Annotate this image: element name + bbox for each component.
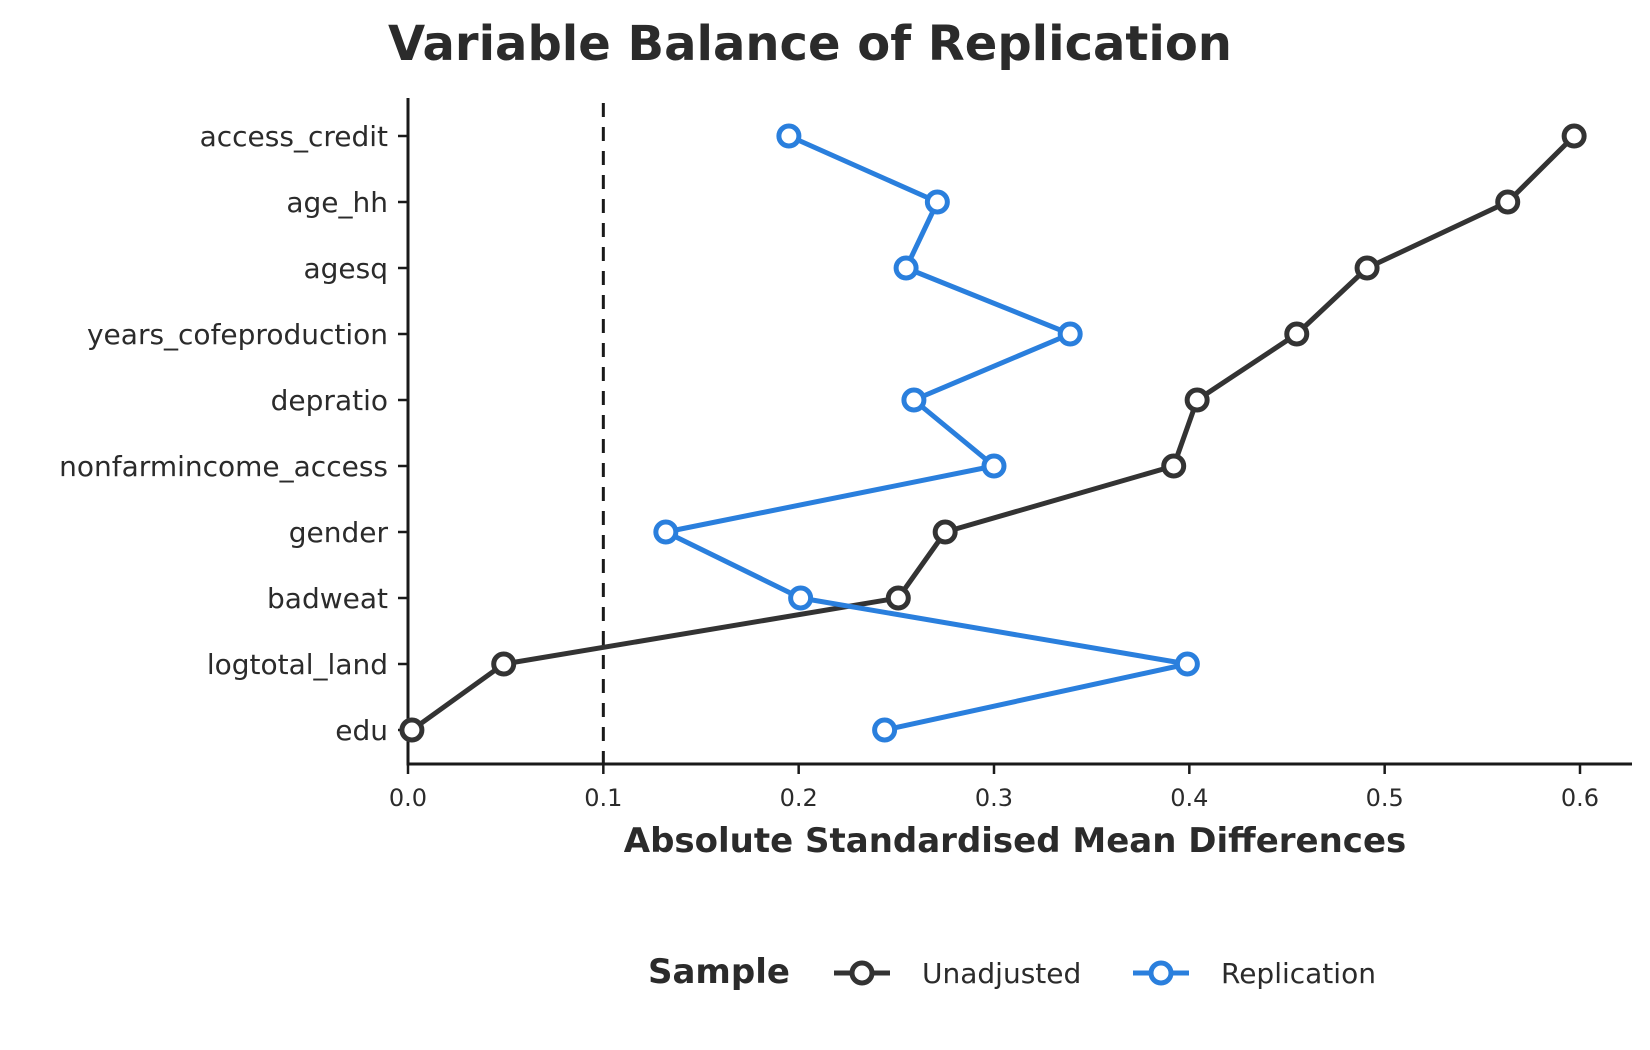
- data-point-unadjusted: [491, 651, 517, 677]
- legend: Sample Unadjusted Replication: [648, 952, 1376, 992]
- data-point-unadjusted: [1161, 453, 1187, 479]
- legend-key-point: [849, 960, 875, 986]
- data-point-replication: [1057, 321, 1083, 347]
- data-point-replication: [901, 387, 927, 413]
- x-tick-label: 0.6: [1561, 784, 1599, 812]
- data-point-unadjusted: [1184, 387, 1210, 413]
- y-tick-label: agesq: [303, 252, 388, 285]
- x-tick-label: 0.4: [1170, 784, 1208, 812]
- legend-title: Sample: [648, 952, 790, 992]
- y-tick-label: edu: [335, 714, 388, 747]
- legend-label-unadjusted: Unadjusted: [922, 957, 1081, 990]
- data-point-unadjusted: [1495, 189, 1521, 215]
- x-axis-label: Absolute Standardised Mean Differences: [624, 821, 1407, 861]
- y-tick-label: badweat: [267, 582, 388, 615]
- x-tick-label: 0.0: [389, 784, 427, 812]
- y-tick-label: nonfarmincome_access: [59, 450, 388, 483]
- data-point-replication: [981, 453, 1007, 479]
- data-point-unadjusted: [885, 585, 911, 611]
- data-point-replication: [924, 189, 950, 215]
- x-tick-label: 0.2: [780, 784, 818, 812]
- x-tick-label: 0.1: [584, 784, 622, 812]
- chart-title: Variable Balance of Replication: [388, 16, 1232, 72]
- data-point-unadjusted: [1561, 123, 1587, 149]
- x-tick-label: 0.3: [975, 784, 1013, 812]
- data-point-replication: [776, 123, 802, 149]
- data-point-replication: [788, 585, 814, 611]
- y-tick-label: years_cofeproduction: [87, 318, 388, 351]
- legend-label-replication: Replication: [1221, 957, 1376, 990]
- y-tick-label: gender: [289, 516, 389, 549]
- series-line-unadjusted: [410, 134, 1576, 733]
- data-point-replication: [872, 717, 898, 743]
- y-tick-label: logtotal_land: [207, 648, 388, 681]
- legend-key-point: [1148, 960, 1174, 986]
- data-point-unadjusted: [1354, 255, 1380, 281]
- plot-area: 0.0 0.1 0.2 0.3 0.4 0.5 0.6 access_credit age_hh…: [59, 98, 1632, 812]
- data-point-unadjusted: [399, 717, 425, 743]
- data-point-unadjusted: [932, 519, 958, 545]
- y-tick-label: age_hh: [286, 186, 388, 219]
- data-point-replication: [653, 519, 679, 545]
- data-point-unadjusted: [1284, 321, 1310, 347]
- y-tick-label: access_credit: [200, 120, 388, 153]
- y-tick-label: depratio: [271, 384, 388, 417]
- x-tick-label: 0.5: [1366, 784, 1404, 812]
- data-point-replication: [1174, 651, 1200, 677]
- data-point-replication: [893, 255, 919, 281]
- series-line-replication: [663, 133, 1190, 733]
